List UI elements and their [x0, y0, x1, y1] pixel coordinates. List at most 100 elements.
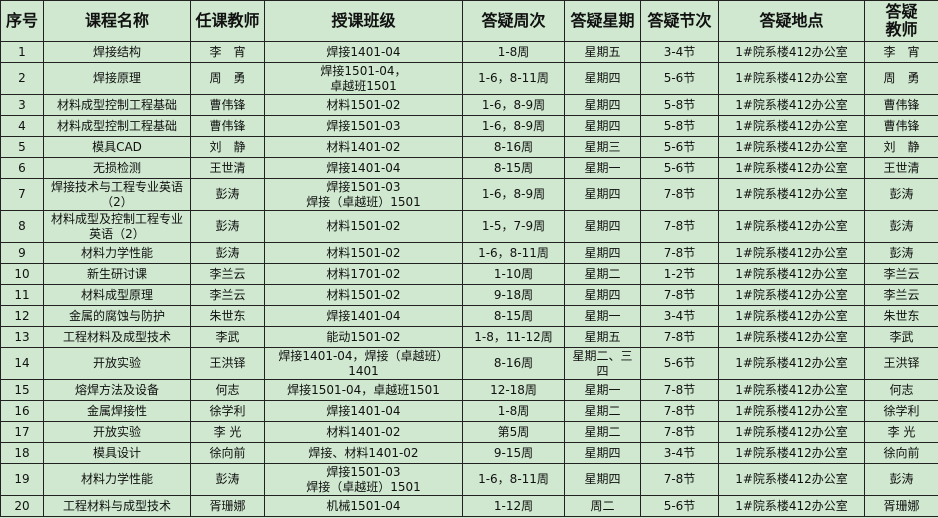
- cell-index: 9: [0, 242, 44, 264]
- table-row: 15 熔焊方法及设备 何志 焊接1501-04，卓越班1501 12-18周 星期一 7-8…: [0, 379, 938, 401]
- cell-weeks: 9-18周: [462, 284, 565, 306]
- cell-location: 1#院系楼412办公室: [718, 400, 865, 422]
- cell-periods: 7-8节: [640, 326, 719, 348]
- cell-qa-teacher: 王洪铎: [864, 347, 938, 380]
- cell-class: 材料1401-02: [264, 136, 463, 158]
- table-row: 12 金属的腐蚀与防护 朱世东 焊接1401-04 8-15周 星期一 3-4节 1#院系楼4…: [0, 305, 938, 327]
- cell-weekday: 星期三: [564, 136, 641, 158]
- cell-location: 1#院系楼412办公室: [718, 347, 865, 380]
- header-teacher: 任课教师: [190, 0, 265, 42]
- table-row: 19 材料力学性能 彭涛 焊接1501-03 焊接（卓越班）1501 1-6，8-11周…: [0, 463, 938, 496]
- cell-location: 1#院系楼412办公室: [718, 463, 865, 496]
- table-row: 6 无损检测 王世清 焊接1401-04 8-15周 星期一 5-6节 1#院系楼412办公室…: [0, 157, 938, 179]
- cell-index: 12: [0, 305, 44, 327]
- cell-course-name: 材料成型及控制工程专业英语（2）: [43, 210, 191, 243]
- cell-weekday: 星期四: [564, 442, 641, 464]
- cell-teacher: 周 勇: [190, 62, 265, 95]
- cell-location: 1#院系楼412办公室: [718, 284, 865, 306]
- header-course-name: 课程名称: [43, 0, 191, 42]
- cell-weekday: 星期一: [564, 305, 641, 327]
- cell-teacher: 李 光: [190, 421, 265, 443]
- cell-class: 焊接1501-03 焊接（卓越班）1501: [264, 178, 463, 211]
- table-row: 3 材料成型控制工程基础 曹伟锋 材料1501-02 1-6，8-9周 星期四 5-8节 1#…: [0, 94, 938, 116]
- table-row: 9 材料力学性能 彭涛 材料1501-02 1-6，8-11周 星期四 7-8节 1#院系楼4…: [0, 242, 938, 264]
- cell-periods: 1-2节: [640, 263, 719, 285]
- header-index: 序号: [0, 0, 44, 42]
- table-row: 13 工程材料及成型技术 李武 能动1501-02 1-8，11-12周 星期五 7-8节 1…: [0, 326, 938, 348]
- cell-weekday: 星期五: [564, 326, 641, 348]
- cell-weekday: 星期四: [564, 210, 641, 243]
- cell-weeks: 第5周: [462, 421, 565, 443]
- cell-qa-teacher: 刘 静: [864, 136, 938, 158]
- cell-location: 1#院系楼412办公室: [718, 62, 865, 95]
- cell-teacher: 王洪铎: [190, 347, 265, 380]
- cell-course-name: 材料成型原理: [43, 284, 191, 306]
- cell-weekday: 星期四: [564, 62, 641, 95]
- cell-periods: 7-8节: [640, 421, 719, 443]
- cell-periods: 5-6节: [640, 495, 719, 517]
- cell-class: 机械1501-04: [264, 495, 463, 517]
- table-row: 1 焊接结构李 宵焊接1401-04 1-8周 星期五 3-4节 1#院系楼412办公室李…: [0, 41, 938, 63]
- cell-qa-teacher: 彭涛: [864, 463, 938, 496]
- cell-weekday: 星期四: [564, 178, 641, 211]
- cell-course-name: 焊接结构: [43, 41, 191, 63]
- cell-class: 材料1501-02: [264, 242, 463, 264]
- cell-weekday: 星期四: [564, 242, 641, 264]
- header-weeks: 答疑周次: [462, 0, 565, 42]
- cell-qa-teacher: 彭涛: [864, 210, 938, 243]
- cell-location: 1#院系楼412办公室: [718, 326, 865, 348]
- cell-class: 焊接1501-03: [264, 115, 463, 137]
- cell-course-name: 材料成型控制工程基础: [43, 94, 191, 116]
- cell-location: 1#院系楼412办公室: [718, 157, 865, 179]
- cell-location: 1#院系楼412办公室: [718, 94, 865, 116]
- cell-index: 16: [0, 400, 44, 422]
- table-row: 17 开放实验李 光材料1401-02 第5周 星期二 7-8节 1#院系楼412办公室李…: [0, 421, 938, 443]
- cell-class: 焊接1401-04: [264, 305, 463, 327]
- cell-teacher: 彭涛: [190, 210, 265, 243]
- cell-weeks: 1-6，8-11周: [462, 463, 565, 496]
- cell-teacher: 李 宵: [190, 41, 265, 63]
- cell-teacher: 胥珊娜: [190, 495, 265, 517]
- cell-class: 材料1501-02: [264, 210, 463, 243]
- cell-index: 17: [0, 421, 44, 443]
- cell-weeks: 1-6，8-9周: [462, 178, 565, 211]
- cell-index: 6: [0, 157, 44, 179]
- cell-index: 8: [0, 210, 44, 243]
- table-row: 10 新生研讨课 李兰云 材料1701-02 1-10周 星期二 1-2节 1#院系楼412办…: [0, 263, 938, 285]
- cell-qa-teacher: 彭涛: [864, 242, 938, 264]
- header-weekday: 答疑星期: [564, 0, 641, 42]
- cell-periods: 5-6节: [640, 347, 719, 380]
- cell-course-name: 新生研讨课: [43, 263, 191, 285]
- cell-index: 7: [0, 178, 44, 211]
- cell-qa-teacher: 曹伟锋: [864, 94, 938, 116]
- cell-class: 焊接1401-04: [264, 41, 463, 63]
- cell-teacher: 徐向前: [190, 442, 265, 464]
- cell-course-name: 模具CAD: [43, 136, 191, 158]
- cell-teacher: 李兰云: [190, 284, 265, 306]
- cell-qa-teacher: 徐向前: [864, 442, 938, 464]
- cell-periods: 3-4节: [640, 442, 719, 464]
- cell-index: 11: [0, 284, 44, 306]
- cell-periods: 7-8节: [640, 284, 719, 306]
- header-location: 答疑地点: [718, 0, 865, 42]
- cell-index: 4: [0, 115, 44, 137]
- cell-course-name: 工程材料及成型技术: [43, 326, 191, 348]
- cell-class: 焊接、材料1401-02: [264, 442, 463, 464]
- cell-course-name: 金属的腐蚀与防护: [43, 305, 191, 327]
- cell-weeks: 1-8周: [462, 400, 565, 422]
- cell-class: 材料1701-02: [264, 263, 463, 285]
- cell-teacher: 李武: [190, 326, 265, 348]
- cell-course-name: 熔焊方法及设备: [43, 379, 191, 401]
- cell-course-name: 材料力学性能: [43, 463, 191, 496]
- cell-qa-teacher: 李武: [864, 326, 938, 348]
- cell-class: 焊接1501-03 焊接（卓越班）1501: [264, 463, 463, 496]
- cell-qa-teacher: 周 勇: [864, 62, 938, 95]
- table-row: 5 模具CAD 刘 静材料1401-02 8-16周 星期三 5-6节 1#院系楼412办公…: [0, 136, 938, 158]
- cell-index: 3: [0, 94, 44, 116]
- cell-weeks: 8-16周: [462, 347, 565, 380]
- cell-weeks: 8-16周: [462, 136, 565, 158]
- cell-weeks: 9-15周: [462, 442, 565, 464]
- cell-location: 1#院系楼412办公室: [718, 178, 865, 211]
- table-row: 20 工程材料与成型技术 胥珊娜 机械1501-04 1-12周 周二 5-6节 1#院系楼4…: [0, 495, 938, 517]
